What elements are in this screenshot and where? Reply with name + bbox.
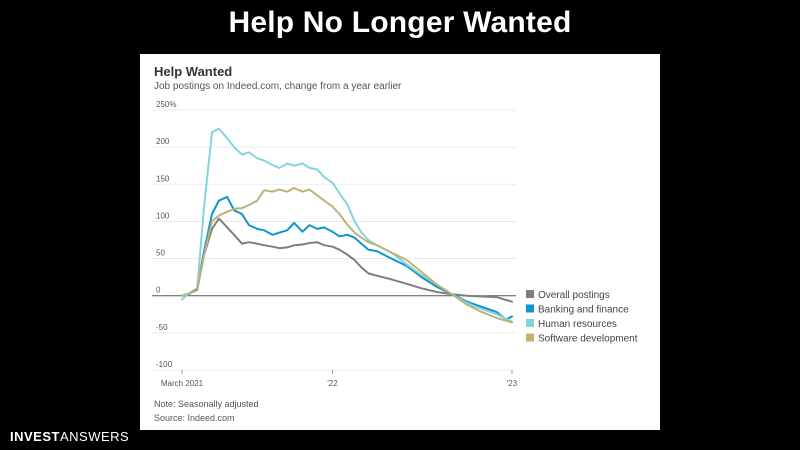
y-tick-label: 250% (156, 100, 176, 109)
series-line-overall-postings (181, 217, 513, 303)
legend-label: Software development (538, 334, 638, 345)
legend-label: Overall postings (538, 290, 610, 301)
legend-swatch (526, 319, 534, 327)
series-line-human-resources (181, 127, 513, 323)
chart-panel (140, 54, 660, 430)
chart-subtitle: Job postings on Indeed.com, change from … (154, 81, 402, 92)
legend-swatch (526, 333, 534, 342)
chart-note: Note: Seasonally adjusted (154, 399, 259, 409)
brand-bold-text: INVEST (10, 429, 60, 444)
y-tick-label: 200 (156, 137, 170, 146)
brand-logo: INVESTANSWERS (10, 429, 129, 444)
y-tick-label: 0 (156, 286, 161, 295)
y-tick-label: 50 (156, 249, 165, 258)
legend-label: Banking and finance (538, 305, 629, 316)
y-tick-label: -100 (156, 360, 173, 369)
slide-title: Help No Longer Wanted (228, 6, 572, 39)
chart-source: Source: Indeed.com (154, 413, 235, 423)
brand-light-text: ANSWERS (59, 429, 130, 444)
y-tick-label: 100 (156, 211, 170, 220)
y-tick-label: -50 (156, 323, 168, 332)
series-line-banking-and-finance (181, 195, 513, 321)
legend-swatch (526, 304, 534, 313)
series-layer (181, 127, 513, 324)
legend: Overall postings Banking and finance Human… (526, 290, 638, 345)
legend-label: Human resources (538, 319, 617, 330)
x-tick-label: '22 (327, 379, 338, 388)
y-tick-label: 150 (156, 174, 170, 183)
chart-title: Help Wanted (154, 64, 233, 79)
legend-swatch (526, 290, 534, 298)
x-tick-label: March 2021 (161, 379, 204, 388)
series-line-software-development (181, 187, 513, 324)
axis-layer: 250% 200 150 100 50 0 -50 -100 March 2021 '22 '23 (156, 100, 518, 388)
x-tick-label: '23 (507, 379, 518, 388)
